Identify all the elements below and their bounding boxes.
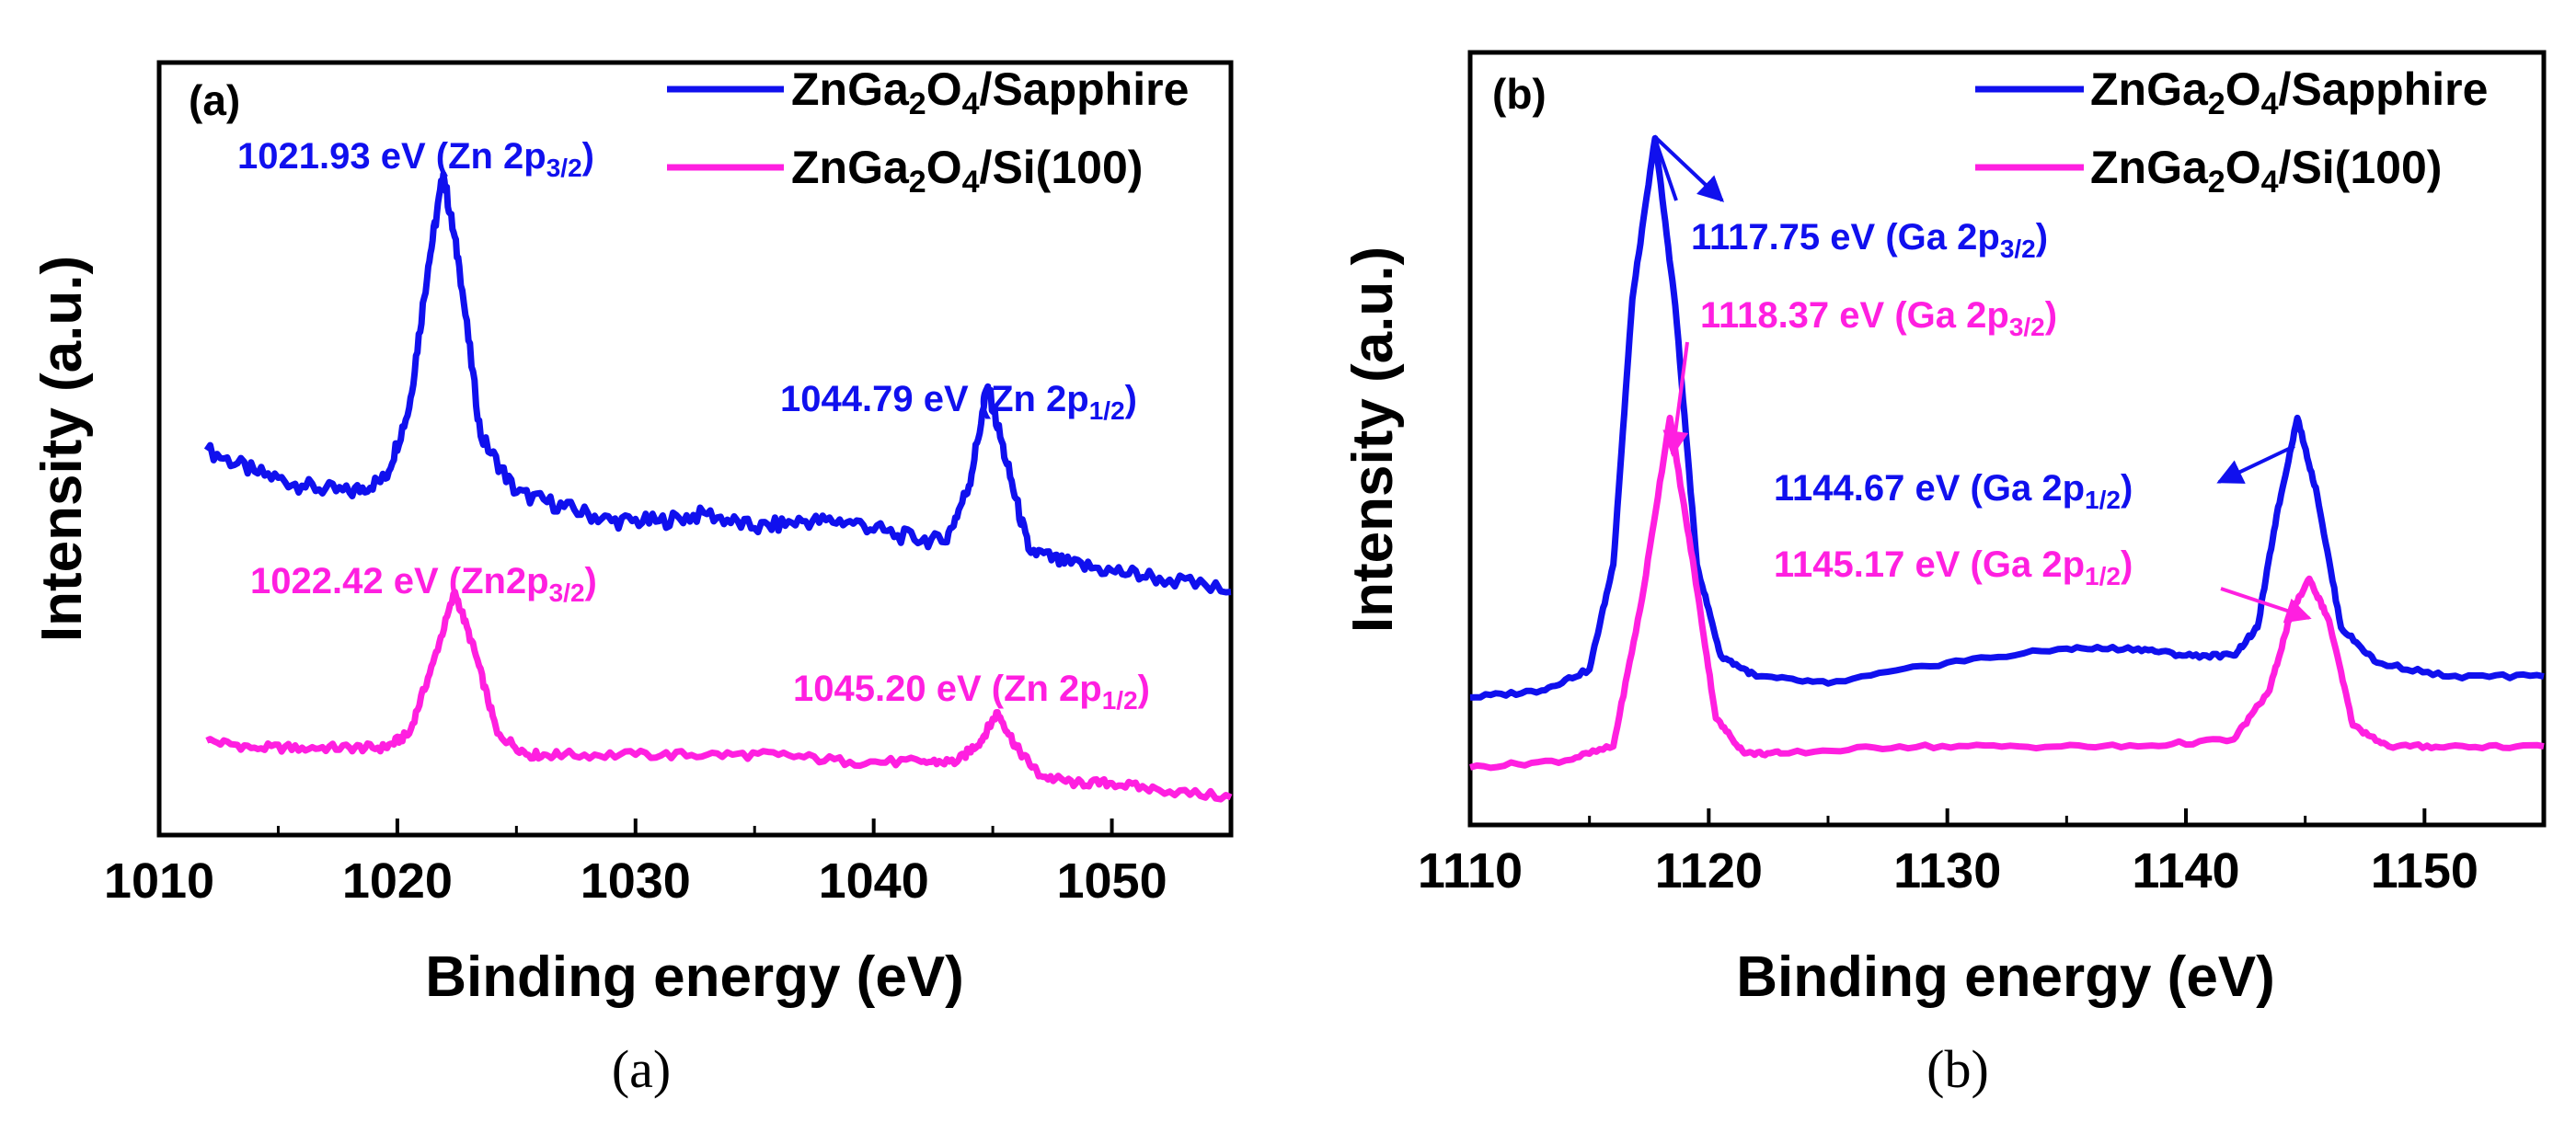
- panel-a-x-tick-label: 1040: [819, 853, 929, 909]
- panel-b-x-tick-label: 1140: [2132, 843, 2239, 899]
- panel-b-caption: (b): [1926, 1039, 1989, 1099]
- panel-a-legend: ZnGa2O4/Sapphire ZnGa2O4/Si(100): [667, 63, 1189, 200]
- panel-a-x-tick-label: 1010: [104, 853, 214, 909]
- panel-a: (a) 1010 1020 1030 1040 1050 ZnGa2O4/Sapphir…: [30, 60, 1234, 1099]
- panel-a-series-sapphire-line: [203, 170, 1232, 596]
- panel-b-legend: ZnGa2O4/Sapphire ZnGa2O4/Si(100): [1975, 63, 2488, 200]
- panel-b-arrow-ga-2p3-sapphire: [1652, 134, 1725, 202]
- panel-b: (b) 1110 1120 1130 1140 1150 ZnGa2O4/Sapphir…: [1341, 50, 2547, 1099]
- panel-a-x-tick-label: 1050: [1056, 853, 1167, 909]
- panel-b-arrow-ga-2p1-sapphire: [2216, 444, 2295, 484]
- panel-a-annotation-zn-2p3-si: 1022.42 eV (Zn2p3/2): [250, 561, 597, 607]
- panel-b-annotation-ga-2p1-sapphire: 1144.67 eV (Ga 2p1/2): [1774, 468, 2133, 514]
- panel-a-y-axis-title: Intensity (a.u.): [30, 256, 94, 642]
- panel-b-annotation-ga-2p3-si: 1118.37 eV (Ga 2p3/2): [1700, 295, 2057, 341]
- panel-b-annotation-ga-2p3-sapphire: 1117.75 eV (Ga 2p3/2): [1691, 217, 2048, 263]
- panel-b-legend-si-label: ZnGa2O4/Si(100): [2090, 142, 2442, 200]
- panel-b-arrow-ga-2p3-sapphire-tail: [1652, 135, 1678, 201]
- panel-a-series-si-line: [205, 589, 1233, 803]
- panel-a-tag: (a): [189, 76, 240, 124]
- panel-a-legend-sapphire-label: ZnGa2O4/Sapphire: [791, 63, 1189, 121]
- panel-b-x-ticks: 1110 1120 1130 1140 1150: [1418, 808, 2478, 899]
- panel-a-legend-si-label: ZnGa2O4/Si(100): [791, 142, 1143, 200]
- panel-a-plot-frame: [156, 60, 1234, 838]
- panel-b-y-axis-title: Intensity (a.u.): [1341, 246, 1405, 633]
- panel-b-legend-sapphire-label: ZnGa2O4/Sapphire: [2090, 63, 2488, 121]
- panel-a-x-tick-label: 1030: [581, 853, 691, 909]
- panel-a-annotation-zn-2p1-si: 1045.20 eV (Zn 2p1/2): [793, 669, 1150, 715]
- panel-b-x-tick-label: 1120: [1655, 843, 1763, 899]
- panel-a-annotation-zn-2p3-sapphire: 1021.93 eV (Zn 2p3/2): [237, 136, 594, 182]
- panel-b-series-sapphire-line: [1469, 134, 2545, 701]
- panel-b-x-tick-label: 1130: [1893, 843, 2001, 899]
- panel-b-x-tick-label: 1110: [1418, 843, 1523, 899]
- panel-b-annotation-ga-2p1-si: 1145.17 eV (Ga 2p1/2): [1774, 544, 2133, 590]
- panel-b-tag: (b): [1492, 70, 1547, 118]
- panel-b-x-tick-label: 1150: [2371, 843, 2478, 899]
- panel-a-annotation-zn-2p1-sapphire: 1044.79 eV (Zn 2p1/2): [780, 379, 1137, 425]
- panel-a-x-tick-label: 1020: [342, 853, 453, 909]
- panel-b-series-si-line: [1469, 414, 2545, 772]
- panel-a-caption: (a): [612, 1039, 671, 1099]
- panel-a-x-ticks: 1010 1020 1030 1040 1050: [104, 819, 1167, 909]
- panel-b-x-axis-title: Binding energy (eV): [1736, 945, 2275, 1009]
- panel-b-plot-frame: [1467, 50, 2547, 828]
- panel-b-arrow-ga-2p1-si: [2220, 587, 2312, 624]
- panel-b-arrow-ga-2p3-si: [1662, 341, 1689, 457]
- panel-a-x-axis-title: Binding energy (eV): [425, 945, 964, 1009]
